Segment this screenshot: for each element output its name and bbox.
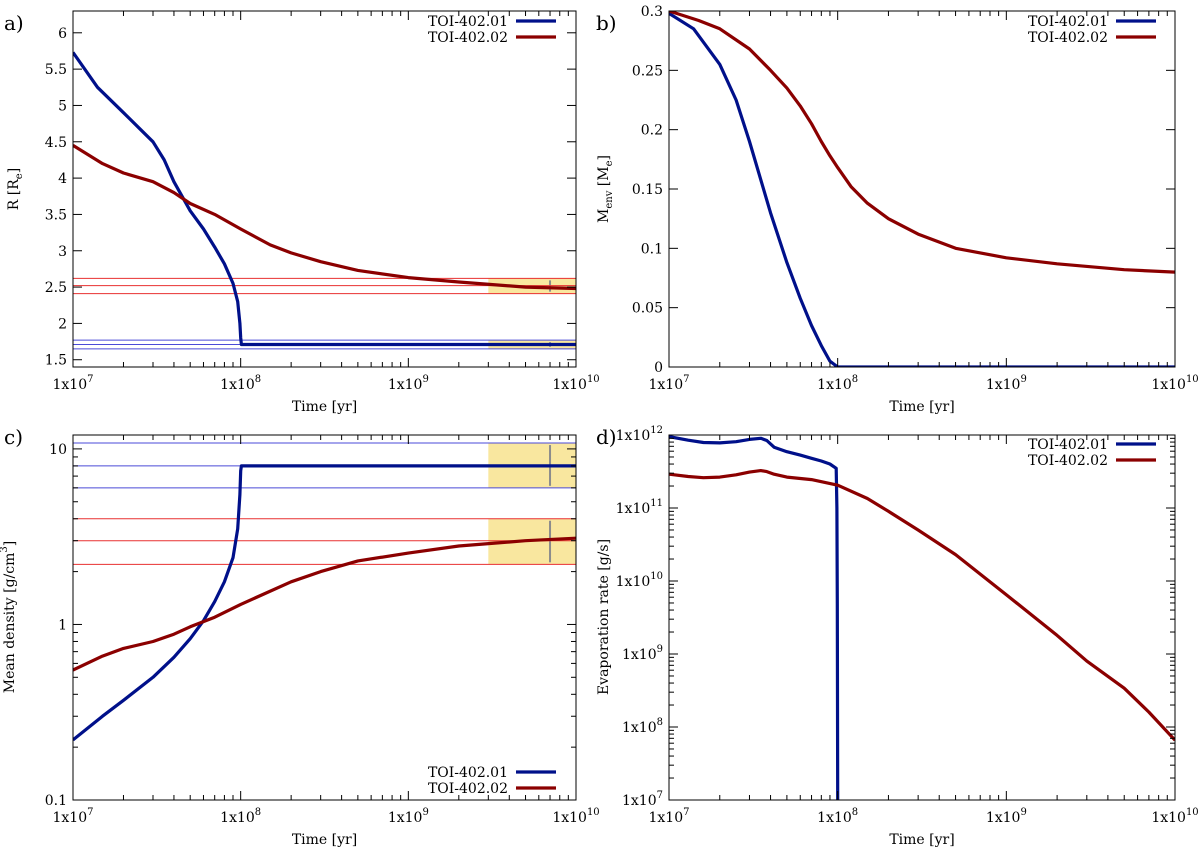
x-tick-label: 1x107 [53,807,94,826]
y-tick-label: 1.5 [45,353,67,369]
y-axis-title: Evaporation rate [g/s] [596,539,612,695]
legend-label: TOI-402.02 [1028,30,1108,46]
panel-letter: c) [4,425,23,449]
legend-label: TOI-402.02 [428,781,508,797]
y-tick-label: 1x107 [622,790,663,809]
panel-letter: d) [596,425,617,449]
y-tick-label: 5 [58,98,67,114]
x-tick-label: 1x107 [649,374,690,393]
plot-frame [72,10,577,368]
series-line-TOI-402.01 [73,464,576,742]
x-tick-label: 1x108 [817,374,858,393]
x-tick-label: 1x109 [986,807,1027,826]
series-line-TOI-402.02 [669,469,1175,742]
x-tick-label: 1x109 [388,374,429,393]
y-tick-label: 0.15 [632,182,663,198]
legend-label: TOI-402.01 [1028,14,1108,30]
x-tick-label: 1x107 [53,374,94,393]
y-tick-label: 3 [58,244,67,260]
panel-letter: b) [596,11,617,35]
legend-label: TOI-402.01 [428,765,508,781]
y-tick-label: 1x1011 [616,498,663,517]
y-tick-label: 5.5 [45,62,67,78]
x-tick-label: 1x108 [220,807,261,826]
series-line-TOI-402.02 [669,11,1175,274]
y-tick-label: 4 [58,171,67,187]
y-tick-label: 10 [49,442,67,458]
plot-frame [668,434,1176,801]
x-tick-label: 1x107 [649,807,690,826]
y-tick-label: 0.1 [641,241,663,257]
x-tick-label: 1x1010 [552,374,599,393]
panel-d: 1x107 1x108 1x109 1x1010 1x107 1x108 1x109 1x10… [596,425,1199,848]
x-axis-title: Time [yr] [889,399,954,415]
panel-letter: a) [4,11,24,35]
x-tick-label: 1x108 [220,374,261,393]
legend-label: TOI-402.01 [428,14,508,30]
y-axis-title: Mean density [g/cm3] [0,541,18,693]
y-tick-label: 4.5 [45,135,67,151]
panel-a: 1x107 1x108 1x109 1x1010 1.5 2 2.5 3 3.5 4 4.5 5 5.5… [4,10,600,415]
y-tick-label: 0.3 [641,4,663,20]
x-axis-title: Time [yr] [292,399,357,415]
y-tick-label: 1 [58,617,67,633]
x-tick-label: 1x1010 [1151,807,1198,826]
series-line-TOI-402.01 [73,51,576,347]
x-axis-title: Time [yr] [292,832,357,848]
x-tick-label: 1x1010 [552,807,599,826]
x-axis-title: Time [yr] [889,832,954,848]
x-tick-label: 1x108 [817,807,858,826]
plot-frame [668,10,1176,368]
y-tick-label: 0 [654,360,663,376]
plot-frame [72,434,577,801]
y-tick-label: 0.2 [641,123,663,139]
y-tick-label: 2 [58,316,67,332]
legend-label: TOI-402.02 [1028,453,1108,469]
y-tick-label: 1x108 [622,717,663,736]
y-tick-label: 0.1 [45,793,67,809]
panel-b: 1x107 1x108 1x109 1x1010 0 0.05 0.1 0.15 0.2 0.25… [596,4,1199,415]
y-axis-title: R [Re] [6,168,25,210]
y-tick-label: 1x1010 [616,571,663,590]
series-line-TOI-402.01 [669,435,840,800]
x-tick-label: 1x109 [388,807,429,826]
y-tick-label: 1x109 [622,644,663,663]
series-line-TOI-402.02 [73,144,576,291]
y-tick-label: 1x1012 [616,425,663,444]
y-tick-label: 3.5 [45,207,67,223]
y-tick-label: 0.05 [632,301,663,317]
y-tick-label: 2.5 [45,280,67,296]
legend-label: TOI-402.02 [428,30,508,46]
panel-c: 1x107 1x108 1x109 1x1010 0.1 1 10 Time [yr] Mean… [0,425,600,848]
series-line-TOI-402.01 [669,12,1175,367]
y-axis-title: Menv [Me] [596,155,615,223]
x-tick-label: 1x1010 [1151,374,1198,393]
y-tick-label: 0.25 [632,63,663,79]
x-tick-label: 1x109 [986,374,1027,393]
y-tick-label: 6 [58,26,67,42]
series-line-TOI-402.02 [73,536,576,672]
legend-label: TOI-402.01 [1028,437,1108,453]
